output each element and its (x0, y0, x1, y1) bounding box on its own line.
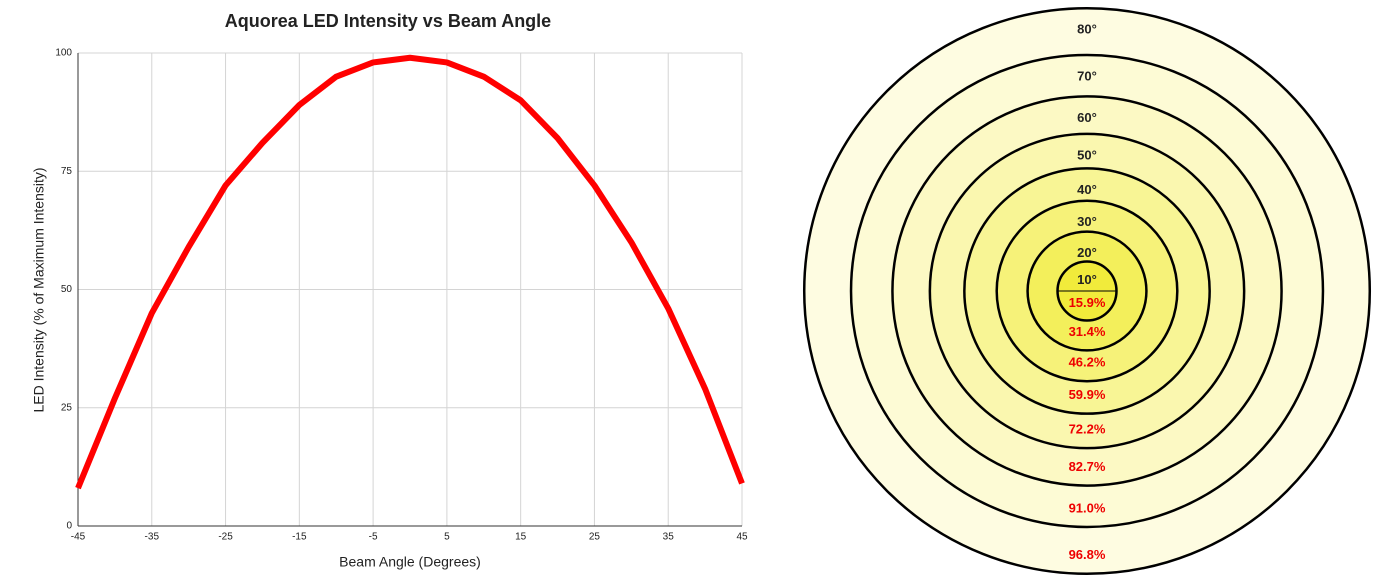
y-tick-label: 0 (66, 521, 72, 532)
x-tick-label: 15 (515, 532, 527, 543)
ring-angle-label: 50° (1077, 147, 1097, 162)
ring-angle-label: 10° (1077, 272, 1097, 287)
ring-value-label: 82.7% (1069, 459, 1106, 474)
x-axis-label: Beam Angle (Degrees) (339, 554, 481, 570)
x-tick-label: -45 (71, 532, 86, 543)
ring-angle-label: 40° (1077, 182, 1097, 197)
ring-value-label: 15.9% (1069, 295, 1106, 310)
x-tick-label: -35 (145, 532, 160, 543)
ring-value-label: 72.2% (1069, 422, 1106, 437)
ring-value-label: 59.9% (1069, 387, 1106, 402)
ring-value-label: 46.2% (1069, 355, 1106, 370)
data-line (75, 54, 745, 490)
x-tick-label: -5 (369, 532, 378, 543)
y-tick-label: 100 (55, 48, 72, 59)
ring-angle-label: 30° (1077, 214, 1097, 229)
x-tick-label: -25 (218, 532, 233, 543)
x-tick-label: 25 (589, 532, 601, 543)
ring-value-label: 91.0% (1069, 500, 1106, 515)
ring-value-label: 96.8% (1069, 547, 1106, 562)
ring-angle-label: 80° (1077, 22, 1097, 37)
ring-angle-label: 20° (1077, 245, 1097, 260)
ring-value-label: 31.4% (1069, 324, 1106, 339)
x-tick-label: -15 (292, 532, 307, 543)
y-axis-label: LED Intensity (% of Maximum Intensity) (31, 167, 47, 412)
chart-title: Aquorea LED Intensity vs Beam Angle (225, 11, 551, 31)
ring-angle-label: 70° (1077, 68, 1097, 83)
y-tick-label: 50 (61, 284, 73, 295)
x-tick-label: 35 (663, 532, 675, 543)
y-tick-label: 75 (61, 166, 73, 177)
x-tick-label: 45 (736, 532, 748, 543)
x-tick-label: 5 (444, 532, 450, 543)
y-tick-label: 25 (61, 402, 73, 413)
ring-angle-label: 60° (1077, 110, 1097, 125)
